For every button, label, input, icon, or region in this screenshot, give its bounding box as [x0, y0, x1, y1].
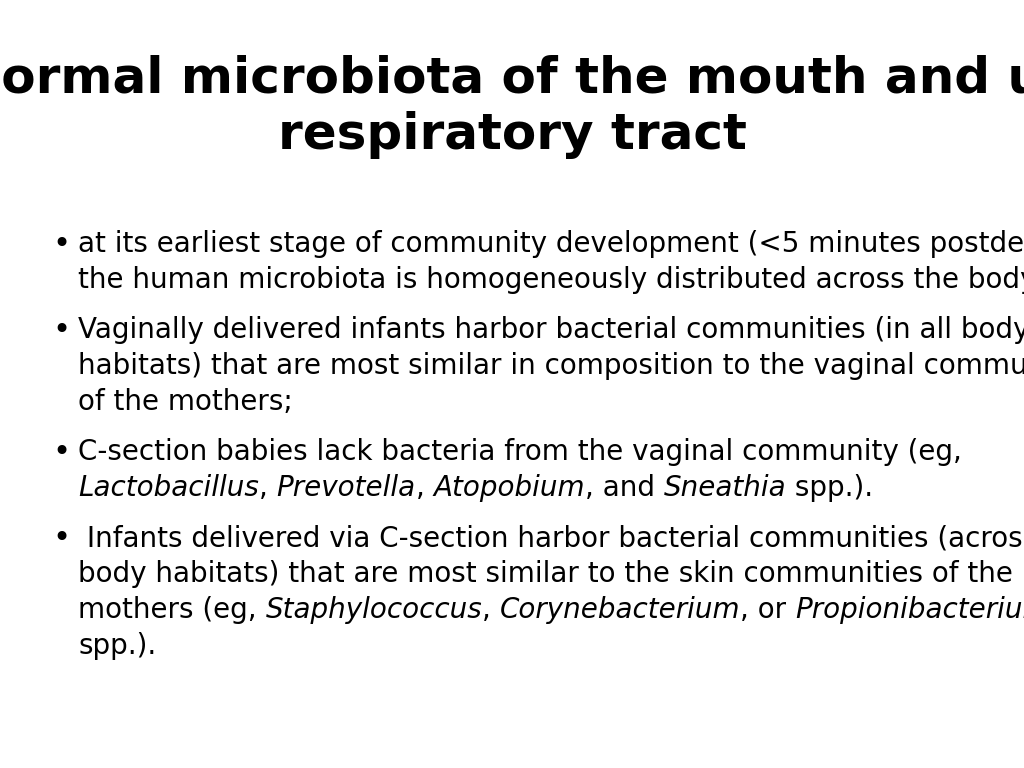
- Text: of the mothers;: of the mothers;: [78, 388, 293, 416]
- Text: Infants delivered via C-section harbor bacterial communities (across all: Infants delivered via C-section harbor b…: [78, 524, 1024, 552]
- Text: •: •: [52, 230, 70, 259]
- Text: spp.).: spp.).: [786, 474, 873, 502]
- Text: Prevotella: Prevotella: [276, 474, 416, 502]
- Text: •: •: [52, 438, 70, 467]
- Text: II.   Normal microbiota of the mouth and upper: II. Normal microbiota of the mouth and u…: [0, 55, 1024, 103]
- Text: Lactobacillus: Lactobacillus: [78, 474, 259, 502]
- Text: Sneathia: Sneathia: [664, 474, 786, 502]
- Text: mothers (eg,: mothers (eg,: [78, 596, 265, 624]
- Text: respiratory tract: respiratory tract: [278, 111, 746, 159]
- Text: spp.).: spp.).: [78, 632, 157, 660]
- Text: at its earliest stage of community development (<5 minutes postdelivery),: at its earliest stage of community devel…: [78, 230, 1024, 258]
- Text: Propionibacterium: Propionibacterium: [796, 596, 1024, 624]
- Text: , or: , or: [740, 596, 796, 624]
- Text: ,: ,: [482, 596, 500, 624]
- Text: Staphylococcus: Staphylococcus: [265, 596, 482, 624]
- Text: ,: ,: [416, 474, 433, 502]
- Text: the human microbiota is homogeneously distributed across the body.: the human microbiota is homogeneously di…: [78, 266, 1024, 294]
- Text: •: •: [52, 524, 70, 553]
- Text: habitats) that are most similar in composition to the vaginal communities: habitats) that are most similar in compo…: [78, 352, 1024, 380]
- Text: C-section babies lack bacteria from the vaginal community (eg,: C-section babies lack bacteria from the …: [78, 438, 962, 466]
- Text: Atopobium: Atopobium: [433, 474, 585, 502]
- Text: Corynebacterium: Corynebacterium: [500, 596, 740, 624]
- Text: Vaginally delivered infants harbor bacterial communities (in all body: Vaginally delivered infants harbor bacte…: [78, 316, 1024, 344]
- Text: ,: ,: [259, 474, 276, 502]
- Text: body habitats) that are most similar to the skin communities of the: body habitats) that are most similar to …: [78, 560, 1013, 588]
- Text: , and: , and: [585, 474, 664, 502]
- Text: •: •: [52, 316, 70, 345]
